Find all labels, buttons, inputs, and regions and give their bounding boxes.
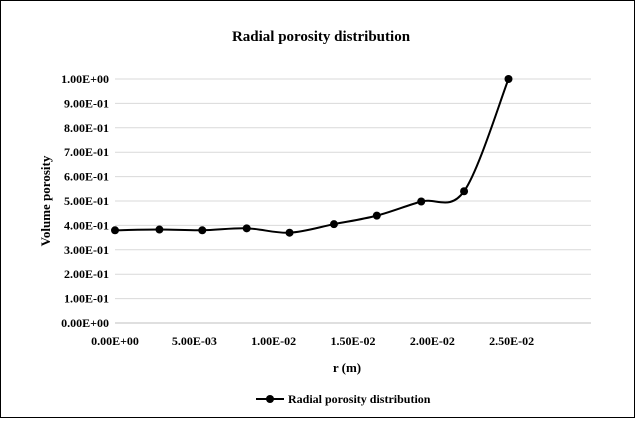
y-tick-label: 9.00E-01 bbox=[64, 96, 109, 110]
data-point bbox=[155, 225, 164, 234]
data-point bbox=[504, 75, 513, 83]
data-point bbox=[242, 224, 251, 233]
data-point bbox=[111, 226, 119, 235]
x-tick-label: 1.50E-02 bbox=[331, 334, 376, 348]
gridlines bbox=[115, 78, 591, 300]
data-point bbox=[417, 197, 426, 206]
y-axis-title: Volume porosity bbox=[38, 155, 53, 246]
y-tick-label: 2.00E-01 bbox=[64, 267, 109, 281]
y-axis-ticks: 0.00E+00 1.00E-01 2.00E-01 3.00E-01 4.00E-01… bbox=[61, 72, 109, 330]
x-tick-label: 2.00E-02 bbox=[410, 334, 455, 348]
data-point bbox=[285, 228, 294, 237]
x-axis-ticks: 0.00E+00 5.00E-03 1.00E-02 1.50E-02 2.00E-02… bbox=[91, 334, 534, 348]
data-point bbox=[460, 187, 469, 196]
data-point bbox=[329, 220, 338, 229]
y-tick-label: 3.00E-01 bbox=[64, 243, 109, 257]
y-tick-label: 7.00E-01 bbox=[64, 145, 109, 159]
chart-title: Radial porosity distribution bbox=[232, 29, 411, 45]
x-tick-label: 0.00E+00 bbox=[91, 334, 139, 348]
x-tick-label: 1.00E-02 bbox=[251, 334, 296, 348]
series-layer bbox=[111, 75, 513, 237]
legend: Radial porosity distribution bbox=[256, 392, 431, 406]
data-point bbox=[372, 211, 381, 220]
legend-point-marker bbox=[266, 395, 274, 403]
data-point bbox=[198, 226, 207, 235]
y-tick-label: 1.00E+00 bbox=[61, 72, 109, 86]
x-tick-label: 5.00E-03 bbox=[172, 334, 217, 348]
y-tick-label: 8.00E-01 bbox=[64, 121, 109, 135]
y-tick-label: 4.00E-01 bbox=[64, 218, 109, 232]
x-tick-label: 2.50E-02 bbox=[489, 334, 534, 348]
y-tick-label: 5.00E-01 bbox=[64, 194, 109, 208]
x-axis-title: r (m) bbox=[333, 360, 361, 375]
y-tick-label: 6.00E-01 bbox=[64, 170, 109, 184]
y-tick-label: 0.00E+00 bbox=[61, 316, 109, 330]
legend-label: Radial porosity distribution bbox=[288, 392, 431, 406]
series-line bbox=[114, 78, 510, 234]
y-tick-label: 1.00E-01 bbox=[64, 292, 109, 306]
